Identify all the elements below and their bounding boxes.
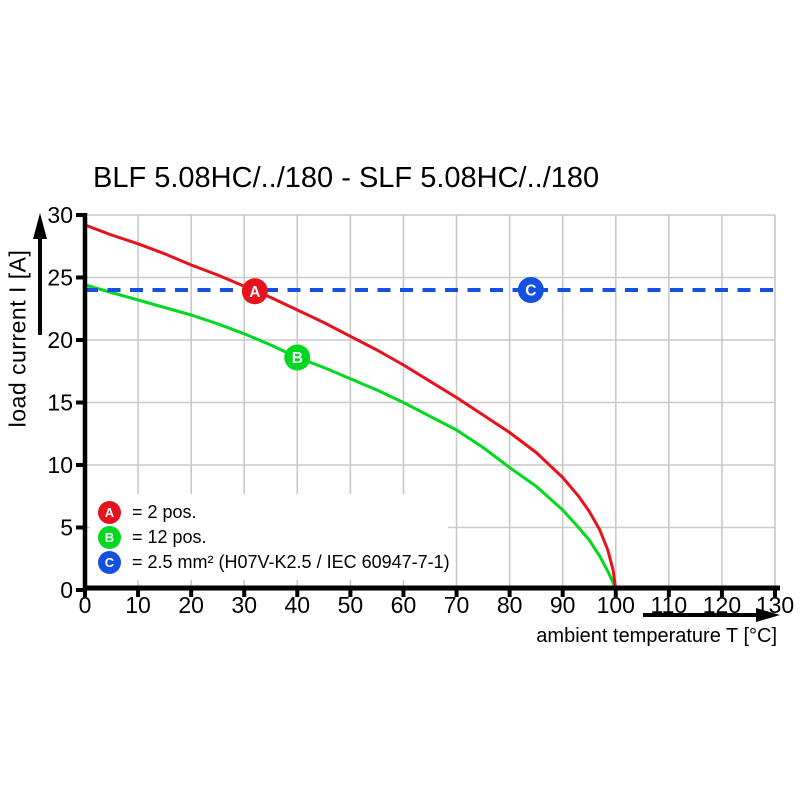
series-b-marker-letter: B [292, 350, 303, 367]
y-axis-arrow-icon [33, 213, 47, 335]
x-tick-label-70: 70 [444, 592, 470, 618]
x-tick-label-100: 100 [597, 592, 635, 618]
legend-marker-c-icon: C [98, 551, 121, 574]
y-tick-label-0: 0 [60, 577, 73, 603]
legend: A = 2 pos. B = 12 pos. C = 2.5 mm² (H07V… [90, 494, 450, 580]
y-tick-label-5: 5 [60, 515, 73, 541]
y-axis-label-wrap: load current I [A] [2, 213, 34, 463]
legend-label-a: = 2 pos. [132, 502, 197, 522]
x-tick-label-10: 10 [125, 592, 151, 618]
legend-label-b: = 12 pos. [132, 527, 207, 547]
legend-label-c: = 2.5 mm² (H07V-K2.5 / IEC 60947-7-1) [132, 552, 450, 572]
legend-item-c: C = 2.5 mm² (H07V-K2.5 / IEC 60947-7-1) [98, 550, 450, 575]
x-axis-arrow-icon [643, 608, 780, 622]
legend-item-a: A = 2 pos. [98, 500, 448, 525]
x-tick-label-0: 0 [79, 592, 92, 618]
series-a-curve [84, 223, 618, 591]
y-tick-label-30: 30 [47, 202, 73, 228]
y-tick-label-10: 10 [47, 452, 73, 478]
x-tick-label-90: 90 [550, 592, 576, 618]
y-tick-label-20: 20 [47, 327, 73, 353]
series-b-marker [284, 344, 311, 371]
x-tick-label-40: 40 [285, 592, 311, 618]
axes [76, 213, 780, 597]
legend-marker-b-icon: B [98, 526, 121, 549]
curve-markers: A B C [241, 277, 544, 371]
y-tick-label-15: 15 [47, 390, 73, 416]
series-c-marker-letter: C [525, 283, 536, 300]
x-tick-label-50: 50 [338, 592, 364, 618]
y-tick-label-25: 25 [47, 265, 73, 291]
x-tick-label-20: 20 [178, 592, 204, 618]
x-tick-label-80: 80 [497, 592, 523, 618]
series-a-marker-letter: A [249, 284, 260, 301]
legend-marker-a-icon: A [98, 501, 121, 524]
chart-title: BLF 5.08HC/../180 - SLF 5.08HC/../180 [93, 162, 600, 194]
y-axis-label: load current I [A] [4, 249, 31, 427]
x-axis-label: ambient temperature T [°C] [536, 625, 777, 647]
series-a-marker [241, 278, 268, 305]
series-b-curve [84, 283, 618, 591]
x-tick-label-30: 30 [231, 592, 257, 618]
x-tick-label-60: 60 [391, 592, 417, 618]
legend-item-b: B = 12 pos. [98, 525, 448, 550]
series-c-marker [517, 277, 544, 303]
curves [84, 223, 775, 591]
